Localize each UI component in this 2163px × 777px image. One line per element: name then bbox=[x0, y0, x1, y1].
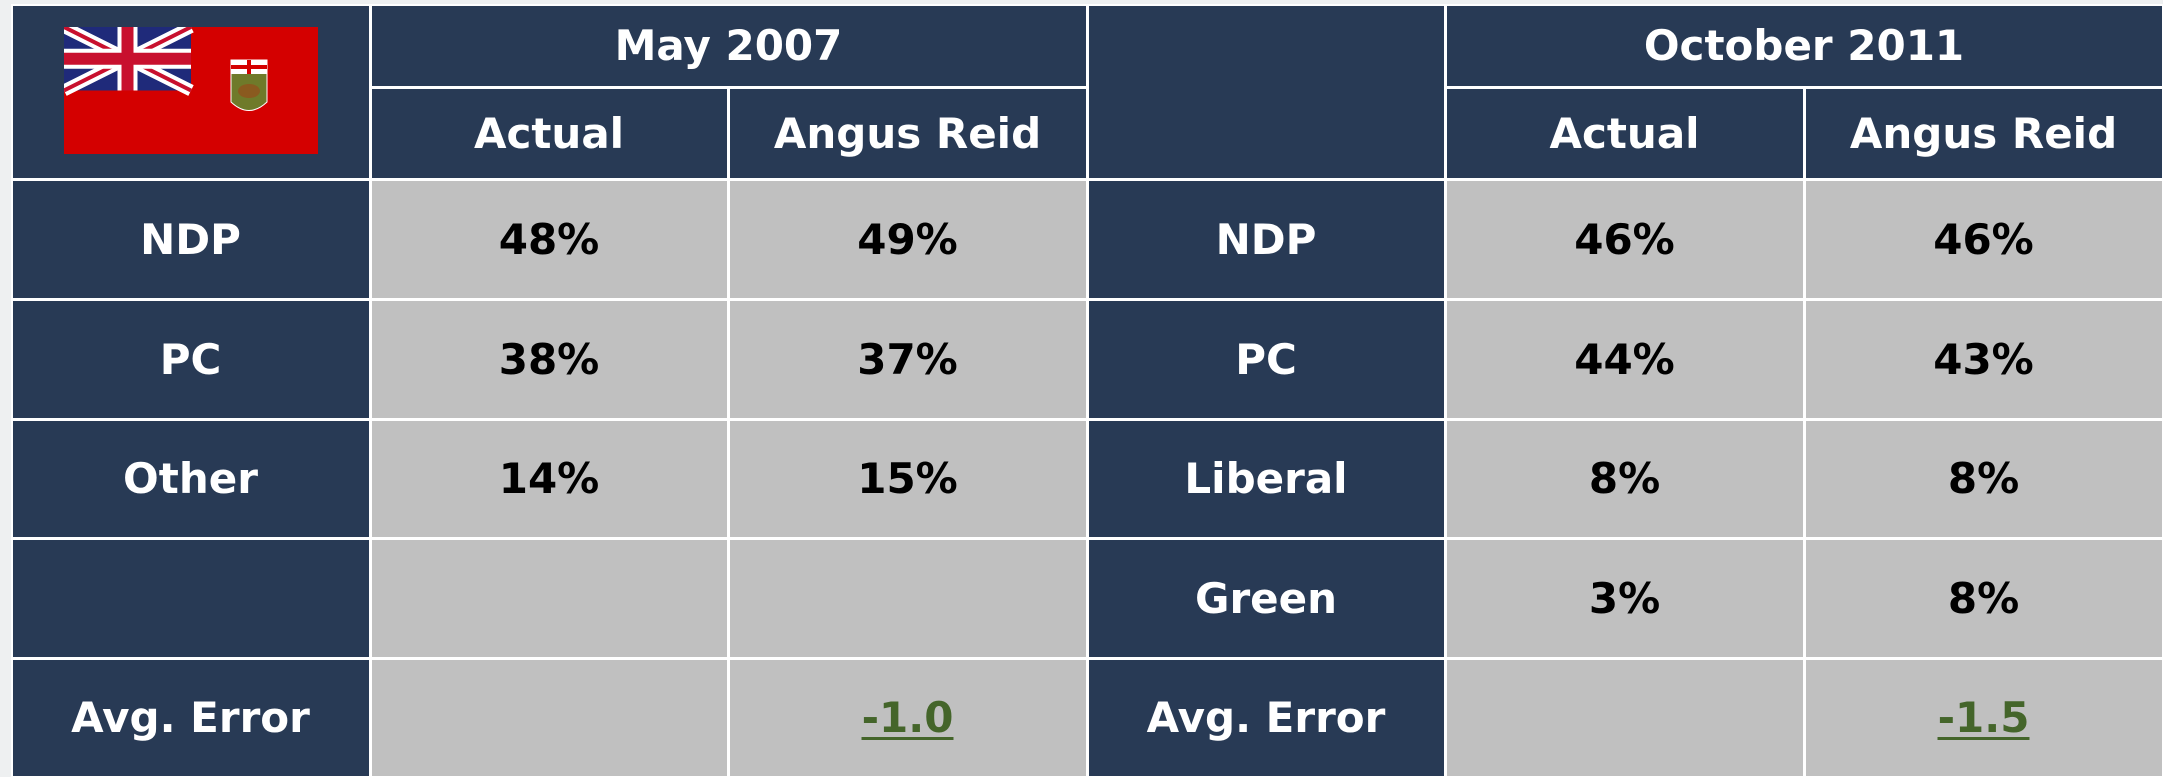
poll-value: 43% bbox=[1805, 300, 2162, 418]
avg-error-value: -1.5 bbox=[1805, 659, 2162, 776]
column-header: Angus Reid bbox=[729, 88, 1086, 178]
poll-value: 46% bbox=[1805, 180, 2162, 298]
poll-value-text: 8% bbox=[1947, 454, 2020, 503]
actual-value-text: 48% bbox=[498, 214, 600, 264]
column-header: Actual bbox=[1446, 88, 1803, 178]
party-label-text: Liberal bbox=[1184, 454, 1348, 503]
actual-value: 38% bbox=[371, 300, 727, 418]
party-label-text: Green bbox=[1194, 573, 1338, 623]
actual-value-text: 44% bbox=[1574, 334, 1675, 384]
avg-error-value-text: -1.5 bbox=[1937, 693, 2030, 742]
avg-error-value: -1.0 bbox=[729, 659, 1086, 776]
poll-value-text: 8% bbox=[1947, 573, 2020, 623]
column-header-text: Angus Reid bbox=[1849, 108, 2118, 158]
party-label: Other bbox=[12, 420, 369, 537]
party-label-text: Other bbox=[123, 454, 258, 503]
party-label: PC bbox=[1088, 300, 1444, 418]
actual-value-text: 46% bbox=[1574, 214, 1675, 264]
party-label-text: NDP bbox=[1215, 214, 1317, 264]
actual-value: 44% bbox=[1446, 300, 1803, 418]
poll-value: 8% bbox=[1805, 539, 2162, 657]
blank-cell bbox=[371, 659, 727, 776]
column-header-text: Angus Reid bbox=[773, 108, 1042, 158]
actual-value-text: 14% bbox=[498, 454, 600, 503]
flag-cell bbox=[12, 5, 369, 178]
column-header-text: Actual bbox=[1549, 108, 1700, 158]
period-header-text: October 2011 bbox=[1643, 21, 1965, 70]
poll-value-text: 49% bbox=[857, 214, 958, 264]
poll-value: 8% bbox=[1805, 420, 2162, 537]
poll-value-text: 15% bbox=[857, 454, 958, 503]
actual-value: 46% bbox=[1446, 180, 1803, 298]
actual-value: 14% bbox=[371, 420, 727, 537]
period-header: October 2011 bbox=[1446, 5, 2162, 86]
blank-header bbox=[1088, 5, 1444, 178]
blank-cell bbox=[729, 539, 1086, 657]
party-label: NDP bbox=[12, 180, 369, 298]
poll-value-text: 43% bbox=[1933, 334, 2034, 384]
actual-value-text: 8% bbox=[1588, 454, 1661, 503]
column-header: Angus Reid bbox=[1805, 88, 2162, 178]
avg-error-label: Avg. Error bbox=[12, 659, 369, 776]
blank-label bbox=[12, 539, 369, 657]
period-header-text: May 2007 bbox=[614, 21, 843, 70]
poll-value: 49% bbox=[729, 180, 1086, 298]
avg-error-label-text: Avg. Error bbox=[1146, 693, 1386, 742]
party-label: Green bbox=[1088, 539, 1444, 657]
avg-error-label: Avg. Error bbox=[1088, 659, 1444, 776]
party-label-text: PC bbox=[1235, 334, 1297, 384]
poll-value: 15% bbox=[729, 420, 1086, 537]
poll-value-text: 37% bbox=[857, 334, 958, 384]
poll-value-text: 46% bbox=[1933, 214, 2034, 264]
column-header-text: Actual bbox=[473, 108, 625, 158]
party-label: PC bbox=[12, 300, 369, 418]
actual-value: 8% bbox=[1446, 420, 1803, 537]
party-label: NDP bbox=[1088, 180, 1444, 298]
avg-error-label-text: Avg. Error bbox=[71, 693, 310, 742]
column-header: Actual bbox=[371, 88, 727, 178]
blank-cell bbox=[1446, 659, 1803, 776]
manitoba-flag bbox=[63, 26, 318, 154]
actual-value: 48% bbox=[371, 180, 727, 298]
blank-cell bbox=[371, 539, 727, 657]
avg-error-value-text: -1.0 bbox=[861, 693, 954, 742]
party-label-text: NDP bbox=[140, 214, 241, 264]
actual-value-text: 38% bbox=[498, 334, 600, 384]
party-label: Liberal bbox=[1088, 420, 1444, 537]
period-header: May 2007 bbox=[371, 5, 1086, 86]
actual-value: 3% bbox=[1446, 539, 1803, 657]
results-table: May 2007 Actual Angus Reid NDP 48% 49% PC 38% 37… bbox=[11, 4, 2163, 777]
actual-value-text: 3% bbox=[1588, 573, 1661, 623]
party-label-text: PC bbox=[159, 334, 222, 384]
poll-value: 37% bbox=[729, 300, 1086, 418]
